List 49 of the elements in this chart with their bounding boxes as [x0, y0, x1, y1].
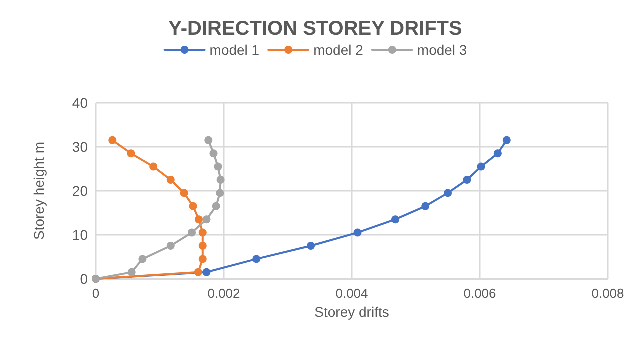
y-tick-label: 20	[72, 183, 88, 199]
x-tick-label: 0.002	[208, 286, 240, 301]
y-tick-label: 10	[72, 227, 88, 243]
point	[210, 150, 218, 158]
point	[477, 162, 486, 171]
point	[502, 136, 511, 144]
legend-label: model 2	[314, 42, 364, 58]
y-tick-label: 0	[80, 271, 88, 287]
point	[108, 136, 117, 144]
point	[188, 228, 196, 237]
point	[444, 189, 452, 198]
x-tick-label: 0.006	[464, 286, 496, 301]
point	[252, 255, 261, 264]
point	[214, 162, 222, 171]
x-tick-label: 0.008	[592, 286, 624, 301]
x-tick-label: 0.004	[336, 286, 368, 301]
point	[138, 255, 147, 264]
x-axis-title: Storey drifts	[314, 304, 390, 320]
point	[180, 189, 188, 198]
point	[392, 216, 400, 224]
point	[166, 242, 175, 250]
y-tick-label: 40	[72, 95, 88, 111]
point	[128, 268, 136, 276]
point	[194, 268, 202, 276]
x-tick-label: 0	[92, 286, 100, 301]
point	[198, 255, 207, 264]
legend-label: model 1	[210, 42, 260, 58]
y-axis-title: Storey height m	[31, 142, 47, 240]
point	[422, 202, 430, 210]
point	[307, 242, 316, 250]
point	[127, 150, 136, 158]
legend-label: model 3	[417, 42, 468, 58]
point	[202, 216, 211, 224]
point	[150, 162, 158, 171]
point	[354, 228, 362, 237]
point	[212, 202, 220, 210]
point	[216, 176, 225, 184]
point	[198, 242, 207, 250]
point	[198, 228, 207, 237]
point	[494, 150, 502, 158]
y-tick-label: 30	[72, 139, 88, 155]
point	[463, 176, 472, 184]
point	[204, 136, 213, 144]
point	[195, 216, 204, 224]
point	[216, 189, 224, 198]
point	[189, 202, 198, 210]
point	[166, 176, 175, 184]
point	[202, 268, 211, 276]
chart-title: Y-DIRECTION STOREY DRIFTS	[168, 18, 462, 40]
